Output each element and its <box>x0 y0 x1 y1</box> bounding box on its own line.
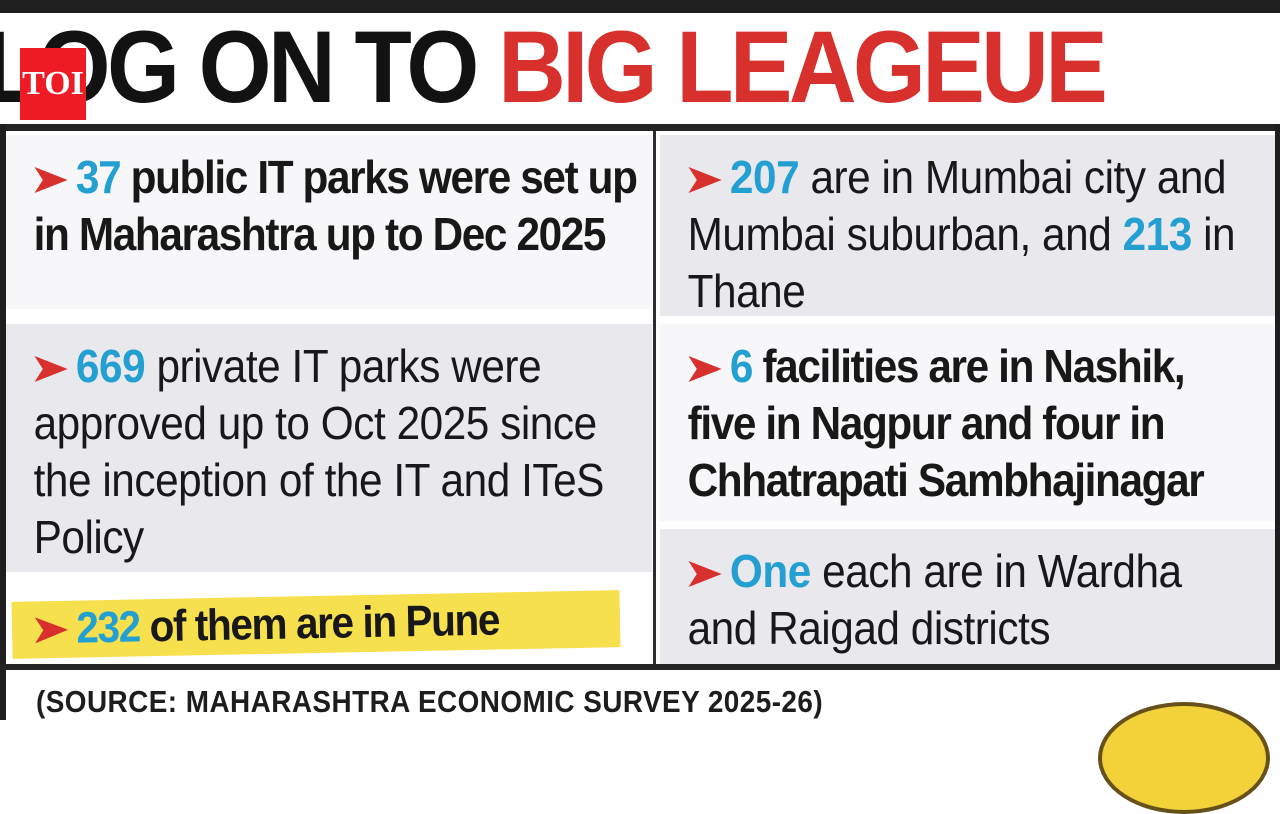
fact-nashik-nagpur: 6 facilities are in Nashik, five in Nagp… <box>660 324 1275 521</box>
fact-number: 207 <box>729 151 811 203</box>
fact-private-it-parks: 669 private IT parks were approved up to… <box>6 324 652 572</box>
fact-public-it-parks: 37 public IT parks were set up in Mahara… <box>6 135 652 309</box>
fact-number: 232 <box>75 602 151 653</box>
top-rule <box>0 124 1280 131</box>
fact-number: 37 <box>75 151 131 203</box>
fact-number: 6 <box>729 340 763 392</box>
top-black-bar <box>0 0 1280 13</box>
fact-number-2: 213 <box>1122 208 1193 261</box>
fact-text: 232 of them are in Pune <box>34 592 574 657</box>
fact-number: 669 <box>75 340 157 392</box>
yellow-illustration-fragment <box>1098 702 1270 814</box>
toi-logo: TOI <box>20 48 86 120</box>
left-border <box>0 124 6 720</box>
fact-text: 37 public IT parks were set up in Mahara… <box>33 151 638 261</box>
page-title: LOG ON TO BIG LEAGEUE <box>0 16 1108 118</box>
fact-text: 669 private IT parks were approved up to… <box>33 340 605 564</box>
arrow-bullet-icon <box>34 167 68 193</box>
source-credit: (SOURCE: MAHARASHTRA ECONOMIC SURVEY 202… <box>36 684 824 719</box>
right-border <box>1275 124 1280 670</box>
arrow-bullet-icon <box>34 617 69 644</box>
fact-text: One each are in Wardha and Raigad distri… <box>687 545 1183 655</box>
arrow-bullet-icon <box>688 167 722 193</box>
column-divider <box>653 131 656 664</box>
fact-text: 6 facilities are in Nashik, five in Nagp… <box>687 340 1205 507</box>
fact-mumbai-thane: 207 are in Mumbai city and Mumbai suburb… <box>660 135 1275 317</box>
fact-text: 207 are in Mumbai city and Mumbai suburb… <box>687 151 1236 318</box>
page-title-red: BIG LEAGEUE <box>498 10 1108 124</box>
fact-pune-highlight: 232 of them are in Pune <box>11 590 621 659</box>
arrow-bullet-icon <box>34 356 68 382</box>
arrow-bullet-icon <box>688 356 722 382</box>
toi-logo-text: TOI <box>22 65 84 102</box>
fact-number: One <box>729 545 823 597</box>
bottom-rule <box>0 664 1280 670</box>
arrow-bullet-icon <box>688 561 722 587</box>
fact-wardha-raigad: One each are in Wardha and Raigad distri… <box>660 529 1275 664</box>
